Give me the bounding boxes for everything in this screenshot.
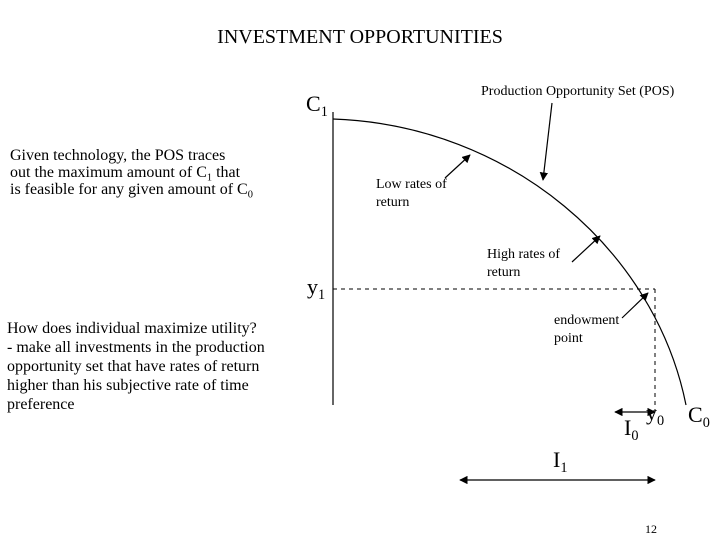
i0-label: I0 [624, 415, 639, 444]
utility-question-text: How does individual maximize utility? - … [7, 320, 265, 413]
y1-label: y1 [307, 274, 326, 303]
endowment-arrow [621, 292, 649, 319]
y0-label: y0 [646, 400, 665, 429]
pos-arrow [539, 102, 553, 181]
page-title: INVESTMENT OPPORTUNITIES [217, 26, 503, 48]
high-rates-label: High rates of return [487, 247, 561, 280]
page-number: 12 [645, 522, 657, 536]
low-rates-label: Low rates of return [376, 177, 447, 210]
pos-label: Production Opportunity Set (POS) [481, 84, 675, 99]
low-rates-arrow [444, 154, 471, 179]
c0-axis-label: C0 [688, 402, 710, 431]
c1-axis-label: C1 [306, 91, 328, 120]
i1-label: I1 [553, 447, 568, 476]
high-rates-arrow [571, 235, 601, 263]
pos-curve [332, 118, 687, 406]
endowment-point-label: endowment point [554, 313, 620, 346]
pos-explanation-text: Given technology, the POS traces out the… [10, 147, 253, 201]
